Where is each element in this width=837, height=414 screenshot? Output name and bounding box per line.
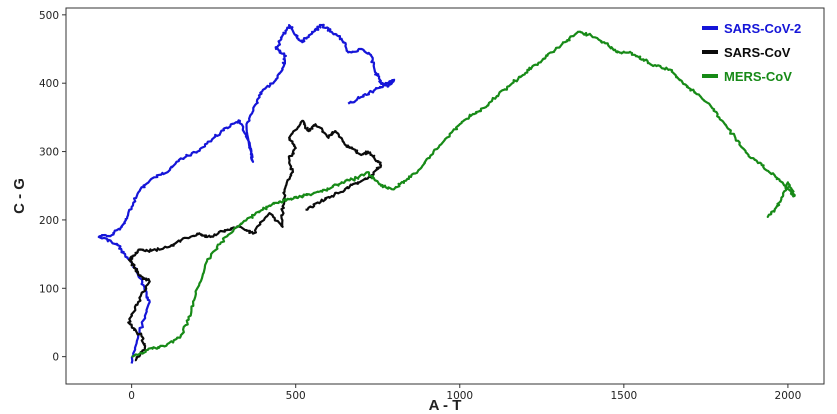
y-tick-label: 200 [39,215,59,227]
series-layer [97,23,796,364]
y-tick-label: 300 [39,147,59,159]
legend-label: SARS-CoV [724,45,791,60]
x-tick-label: 500 [286,390,306,402]
plot-frame [65,7,825,385]
y-axis-title: C - G [11,178,28,214]
y-tick-label: 100 [39,283,59,295]
x-axis-title: A - T [429,397,462,414]
y-tick-label: 500 [39,10,59,22]
series-line-mers-cov [131,30,796,358]
x-tick-label: 1000 [446,390,473,402]
series-line-sars-cov [127,119,383,362]
legend-label: SARS-CoV-2 [724,21,801,36]
x-tick-label: 1500 [610,390,637,402]
series-line-sars-cov-2 [97,23,396,364]
legend: SARS-CoV-2 SARS-CoV MERS-CoV [702,21,801,84]
axis-ticks: 0 500 1000 1500 2000 0 100 200 300 400 500 [39,10,801,402]
x-tick-label: 2000 [775,390,802,402]
y-tick-label: 400 [39,78,59,90]
y-tick-label: 0 [52,352,59,364]
x-tick-label: 0 [128,390,135,402]
legend-label: MERS-CoV [724,69,792,84]
